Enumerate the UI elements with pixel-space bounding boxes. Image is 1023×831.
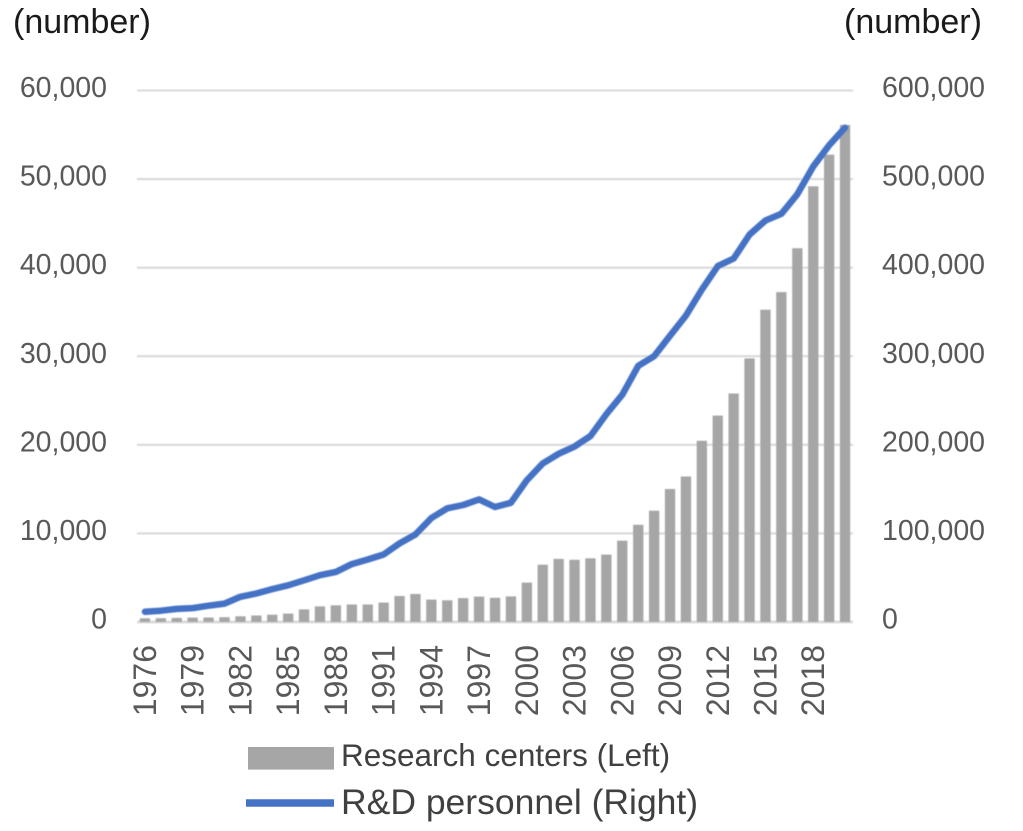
svg-text:2003: 2003	[557, 645, 593, 716]
svg-text:2012: 2012	[700, 645, 736, 716]
svg-text:1982: 1982	[222, 645, 258, 716]
svg-text:1994: 1994	[413, 645, 449, 716]
svg-text:10,000: 10,000	[20, 515, 107, 547]
svg-text:20,000: 20,000	[20, 426, 107, 458]
svg-text:1988: 1988	[318, 645, 354, 716]
svg-text:(number): (number)	[13, 3, 151, 41]
svg-text:(number): (number)	[844, 3, 982, 41]
svg-text:600,000: 600,000	[882, 72, 985, 104]
svg-text:0: 0	[882, 604, 898, 636]
svg-text:2000: 2000	[509, 645, 545, 716]
svg-text:30,000: 30,000	[20, 338, 107, 370]
svg-text:0: 0	[91, 604, 107, 636]
svg-text:400,000: 400,000	[882, 249, 985, 281]
svg-text:1979: 1979	[175, 645, 211, 716]
svg-text:2009: 2009	[652, 645, 688, 716]
svg-text:2006: 2006	[604, 645, 640, 716]
svg-text:500,000: 500,000	[882, 161, 985, 193]
svg-text:1976: 1976	[127, 645, 163, 716]
svg-text:200,000: 200,000	[882, 426, 985, 458]
svg-text:50,000: 50,000	[20, 161, 107, 193]
svg-text:2018: 2018	[795, 645, 831, 716]
svg-text:40,000: 40,000	[20, 249, 107, 281]
svg-text:Research centers (Left): Research centers (Left)	[341, 737, 670, 773]
svg-text:60,000: 60,000	[20, 72, 107, 104]
svg-text:1997: 1997	[461, 645, 497, 716]
svg-text:100,000: 100,000	[882, 515, 985, 547]
svg-text:1991: 1991	[366, 645, 402, 716]
svg-text:2015: 2015	[748, 645, 784, 716]
svg-text:R&D personnel (Right): R&D personnel (Right)	[341, 782, 698, 822]
svg-text:300,000: 300,000	[882, 338, 985, 370]
svg-text:1985: 1985	[270, 645, 306, 716]
